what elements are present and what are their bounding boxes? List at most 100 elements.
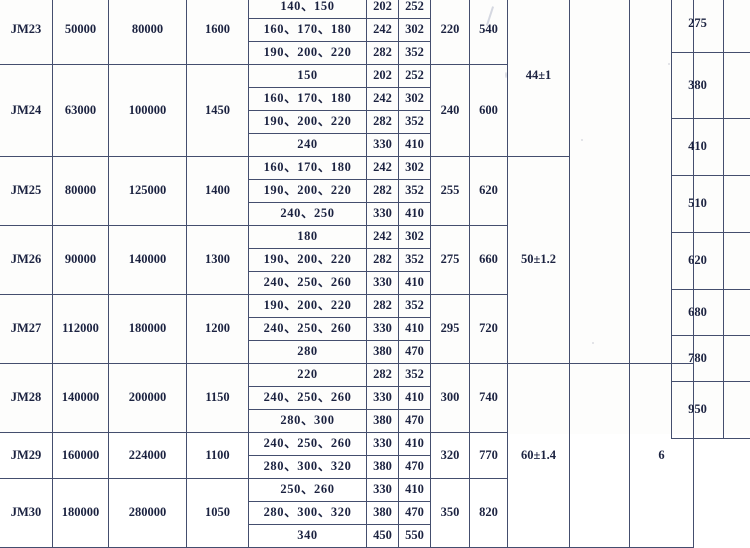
cell-weight: 275 bbox=[672, 0, 724, 53]
cell-dim-a: 330 bbox=[367, 433, 399, 456]
cell-capacity-b: 200000 bbox=[109, 364, 187, 433]
cell-speed: 1450 bbox=[187, 65, 249, 157]
cell-dim-a: 450 bbox=[367, 525, 399, 548]
cell-model: JM23 bbox=[0, 0, 53, 65]
cell-sizes: 160、170、180 bbox=[249, 157, 367, 180]
cell-model: JM24 bbox=[0, 65, 53, 157]
cell-dim-a: 202 bbox=[367, 0, 399, 19]
cell-dim-d: 720 bbox=[470, 295, 508, 364]
table-row: 62032.4 bbox=[672, 233, 750, 290]
cell-sizes: 220 bbox=[249, 364, 367, 387]
cell-speed: 1100 bbox=[187, 433, 249, 479]
cell-capacity-b: 100000 bbox=[109, 65, 187, 157]
cell-model: JM27 bbox=[0, 295, 53, 364]
cell-dim-c: 350 bbox=[431, 479, 470, 548]
cell-dim-d: 740 bbox=[470, 364, 508, 433]
cell-sizes: 240、250、260 bbox=[249, 318, 367, 341]
cell-tolerance: 44±1 bbox=[508, 0, 570, 157]
cell-sizes: 240、250、260 bbox=[249, 433, 367, 456]
cell-dim-d: 620 bbox=[470, 157, 508, 226]
cell-dim-a: 330 bbox=[367, 479, 399, 502]
cell-dim-a: 330 bbox=[367, 134, 399, 157]
cell-dim-a: 330 bbox=[367, 272, 399, 295]
cell-sizes: 240、250、260 bbox=[249, 387, 367, 410]
cell-capacity-a: 160000 bbox=[53, 433, 109, 479]
cell-model: JM30 bbox=[0, 479, 53, 548]
cell-dim-c: 275 bbox=[431, 226, 470, 295]
cell-dim-c: 295 bbox=[431, 295, 470, 364]
cell-dim-a: 282 bbox=[367, 364, 399, 387]
cell-dim-b: 302 bbox=[399, 157, 431, 180]
cell-sizes: 180 bbox=[249, 226, 367, 249]
cell-dim-c: 255 bbox=[431, 157, 470, 226]
cell-dim-a: 282 bbox=[367, 111, 399, 134]
cell-sizes: 280 bbox=[249, 341, 367, 364]
cell-dim-a: 380 bbox=[367, 341, 399, 364]
cell-dim-b: 302 bbox=[399, 88, 431, 111]
table-row: 68036 bbox=[672, 290, 750, 336]
cell-dim-a: 282 bbox=[367, 180, 399, 203]
cell-sizes: 190、200、220 bbox=[249, 295, 367, 318]
cell-dim-d: 600 bbox=[470, 65, 508, 157]
cell-dim-b: 352 bbox=[399, 364, 431, 387]
cell-mass: 9.3 bbox=[724, 53, 750, 119]
cell-dim-b: 410 bbox=[399, 387, 431, 410]
cell-sizes: 240、250 bbox=[249, 203, 367, 226]
cell-dim-d: 540 bbox=[470, 0, 508, 65]
cell-dim-b: 470 bbox=[399, 410, 431, 433]
cell-dim-b: 470 bbox=[399, 456, 431, 479]
cell-capacity-b: 180000 bbox=[109, 295, 187, 364]
cell-dim-b: 550 bbox=[399, 525, 431, 548]
cell-capacity-a: 80000 bbox=[53, 157, 109, 226]
cell-dim-b: 352 bbox=[399, 180, 431, 203]
cell-dim-b: 252 bbox=[399, 65, 431, 88]
cell-sizes: 150 bbox=[249, 65, 367, 88]
cell-dim-b: 352 bbox=[399, 111, 431, 134]
cell-mass: 36 bbox=[724, 290, 750, 336]
cell-dim-b: 410 bbox=[399, 203, 431, 226]
cell-capacity-a: 90000 bbox=[53, 226, 109, 295]
cell-weight: 620 bbox=[672, 233, 724, 290]
cell-dim-b: 410 bbox=[399, 479, 431, 502]
cell-dim-a: 242 bbox=[367, 19, 399, 42]
cell-dim-b: 352 bbox=[399, 249, 431, 272]
cell-mass: 20.9 bbox=[724, 176, 750, 233]
cell-model: JM28 bbox=[0, 364, 53, 433]
cell-speed: 1150 bbox=[187, 364, 249, 433]
cell-capacity-b: 224000 bbox=[109, 433, 187, 479]
cell-tolerance: 50±1.2 bbox=[508, 157, 570, 364]
cell-dim-a: 380 bbox=[367, 456, 399, 479]
cell-model: JM29 bbox=[0, 433, 53, 479]
table-row: 95060.5 bbox=[672, 382, 750, 439]
cell-dim-b: 410 bbox=[399, 272, 431, 295]
cell-model: JM26 bbox=[0, 226, 53, 295]
cell-mass: 15.3 bbox=[724, 119, 750, 176]
cell-dim-b: 410 bbox=[399, 433, 431, 456]
cell-dim-b: 410 bbox=[399, 134, 431, 157]
cell-blank-spacer bbox=[570, 0, 630, 364]
cell-capacity-a: 140000 bbox=[53, 364, 109, 433]
cell-sizes: 340 bbox=[249, 525, 367, 548]
cell-sizes: 250、260 bbox=[249, 479, 367, 502]
cell-weight: 780 bbox=[672, 336, 724, 382]
cell-dim-a: 202 bbox=[367, 65, 399, 88]
cell-dim-b: 252 bbox=[399, 0, 431, 19]
cell-capacity-a: 50000 bbox=[53, 0, 109, 65]
cell-sizes: 190、200、220 bbox=[249, 180, 367, 203]
table-row: 78043.9 bbox=[672, 336, 750, 382]
cell-speed: 1400 bbox=[187, 157, 249, 226]
cell-mass: 32.4 bbox=[724, 233, 750, 290]
cell-dim-a: 330 bbox=[367, 203, 399, 226]
cell-speed: 1050 bbox=[187, 479, 249, 548]
cell-dim-c: 240 bbox=[431, 65, 470, 157]
table-row: 51020.9 bbox=[672, 176, 750, 233]
cell-capacity-b: 140000 bbox=[109, 226, 187, 295]
cell-weight: 380 bbox=[672, 53, 724, 119]
cell-sizes: 190、200、220 bbox=[249, 42, 367, 65]
cell-dim-b: 470 bbox=[399, 341, 431, 364]
cell-dim-c: 220 bbox=[431, 0, 470, 65]
cell-speed: 1600 bbox=[187, 0, 249, 65]
cell-dim-d: 660 bbox=[470, 226, 508, 295]
